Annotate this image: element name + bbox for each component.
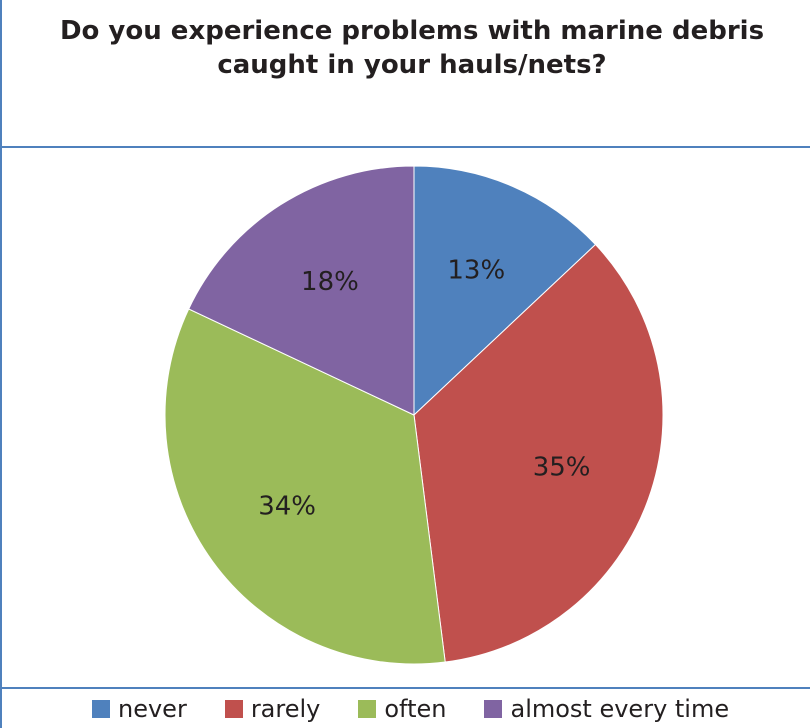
legend-item-almost-every-time: almost every time <box>484 695 729 723</box>
legend-item-never: never <box>92 695 187 723</box>
pie-slice-rarely <box>413 243 664 663</box>
pie-chart: 13% 35% 34% 18% <box>164 165 664 665</box>
title-area: Do you experience problems with marine d… <box>2 0 810 148</box>
chart-title-line-2: caught in your hauls/nets? <box>217 50 607 80</box>
legend-swatch-never <box>92 700 110 718</box>
legend-swatch-rarely <box>224 700 243 718</box>
legend: never rarely often almost every time <box>92 695 729 723</box>
legend-item-rarely: rarely <box>224 695 321 723</box>
data-label-almost-every-time: 18% <box>301 267 359 297</box>
data-label-rarely: 35% <box>533 453 591 483</box>
legend-label-rarely: rarely <box>250 695 321 723</box>
chart-title: Do you experience problems with marine d… <box>22 14 802 82</box>
data-label-often: 34% <box>258 492 316 522</box>
pie-slice-almost-every-time <box>188 165 415 416</box>
legend-swatch-often <box>358 700 377 718</box>
pie-slice-never <box>413 165 597 417</box>
data-label-never: 13% <box>447 256 505 286</box>
legend-label-often: often <box>384 695 447 723</box>
pie-slice-often <box>164 308 446 665</box>
legend-label-never: never <box>118 695 187 723</box>
legend-item-often: often <box>358 695 446 723</box>
legend-label-almost-every-time: almost every time <box>510 695 730 723</box>
legend-area: never rarely often almost every time <box>2 687 810 728</box>
legend-swatch-almost-every-time <box>484 700 503 718</box>
chart-title-line-1: Do you experience problems with marine d… <box>59 16 765 46</box>
plot-area: 13% 35% 34% 18% <box>2 150 810 686</box>
